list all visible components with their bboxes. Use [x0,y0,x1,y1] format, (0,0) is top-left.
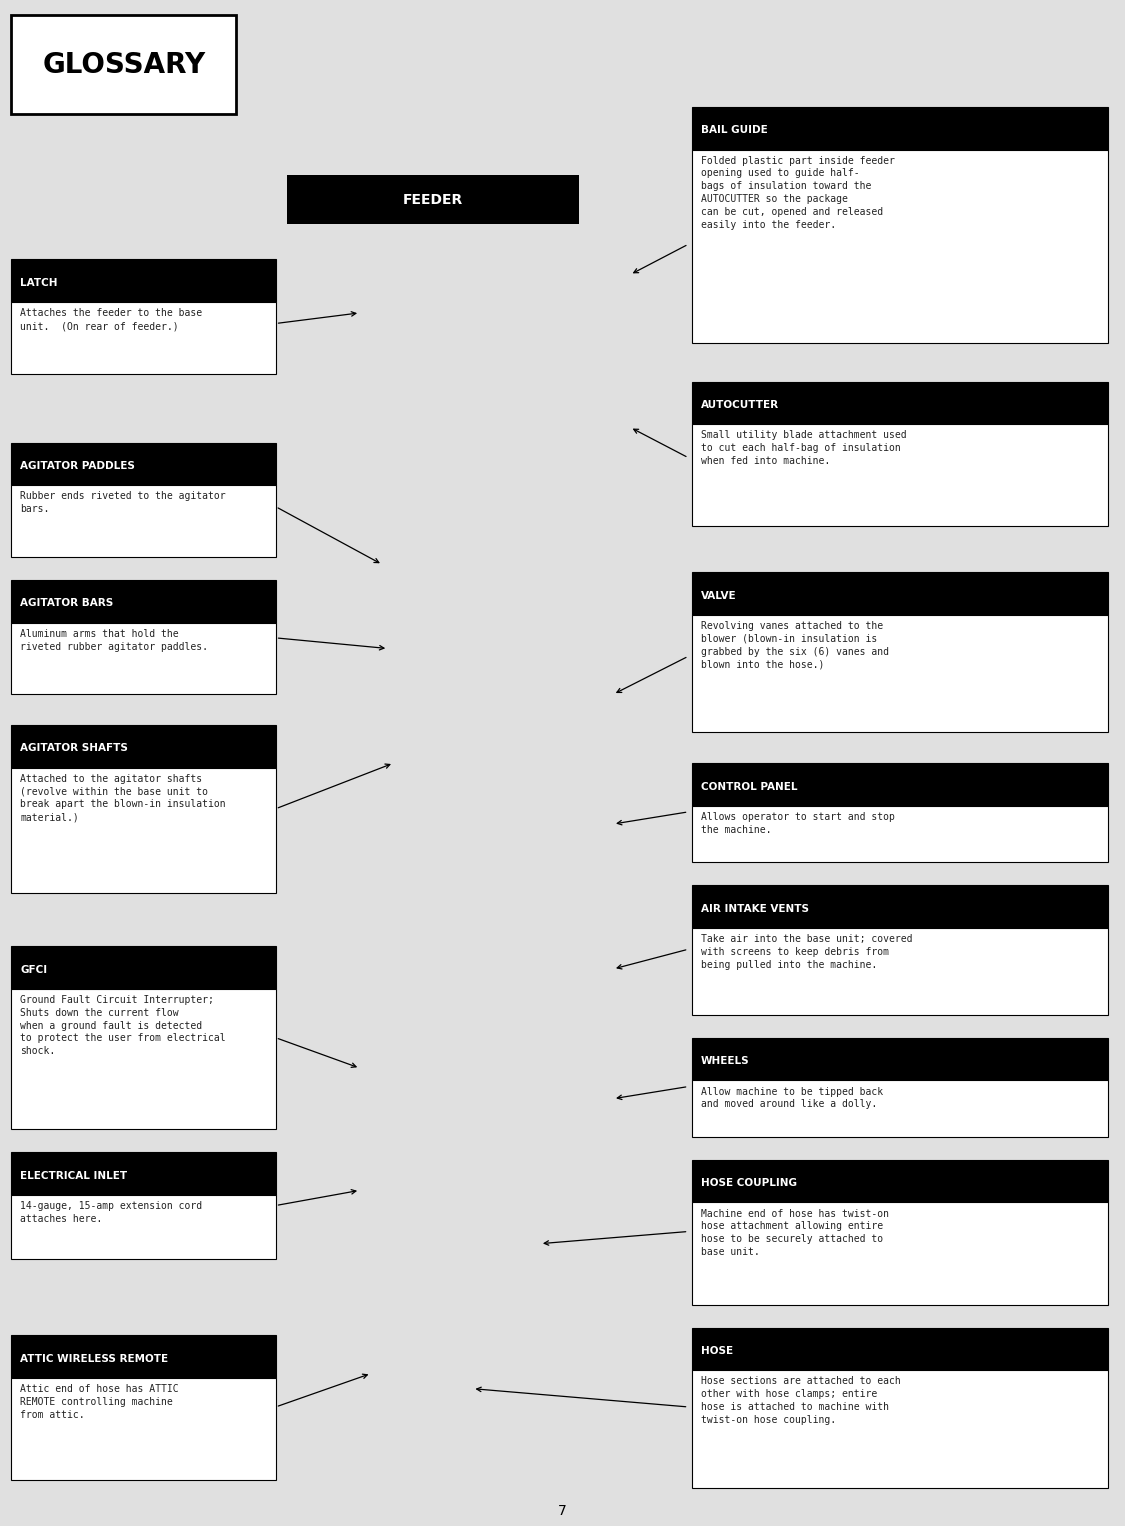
FancyBboxPatch shape [692,615,1108,732]
Text: 7: 7 [558,1505,567,1518]
FancyBboxPatch shape [11,768,276,893]
Text: VALVE: VALVE [701,591,737,601]
Text: HOSE: HOSE [701,1346,734,1357]
Text: Ground Fault Circuit Interrupter;
Shuts down the current flow
when a ground faul: Ground Fault Circuit Interrupter; Shuts … [20,995,226,1056]
FancyBboxPatch shape [11,259,276,302]
FancyBboxPatch shape [692,1370,1108,1488]
Text: WHEELS: WHEELS [701,1056,749,1067]
Text: GFCI: GFCI [20,964,47,975]
Text: AUTOCUTTER: AUTOCUTTER [701,400,778,410]
FancyBboxPatch shape [692,1328,1108,1370]
Text: Allow machine to be tipped back
and moved around like a dolly.: Allow machine to be tipped back and move… [701,1087,883,1109]
FancyBboxPatch shape [11,485,276,557]
Text: AGITATOR SHAFTS: AGITATOR SHAFTS [20,743,128,754]
FancyBboxPatch shape [692,885,1108,928]
Text: AGITATOR BARS: AGITATOR BARS [20,598,114,609]
FancyBboxPatch shape [692,806,1108,862]
FancyBboxPatch shape [11,15,236,114]
FancyBboxPatch shape [11,1378,276,1480]
FancyBboxPatch shape [692,572,1108,615]
Text: Attached to the agitator shafts
(revolve within the base unit to
break apart the: Attached to the agitator shafts (revolve… [20,774,226,823]
FancyBboxPatch shape [692,763,1108,806]
Text: FEEDER: FEEDER [403,192,464,208]
FancyBboxPatch shape [11,580,276,623]
FancyBboxPatch shape [692,150,1108,343]
Text: LATCH: LATCH [20,278,57,288]
Text: CONTROL PANEL: CONTROL PANEL [701,781,798,792]
FancyBboxPatch shape [11,443,276,485]
FancyBboxPatch shape [11,989,276,1129]
Text: ATTIC WIRELESS REMOTE: ATTIC WIRELESS REMOTE [20,1354,169,1364]
Text: AGITATOR PADDLES: AGITATOR PADDLES [20,461,135,472]
FancyBboxPatch shape [692,928,1108,1015]
FancyBboxPatch shape [11,1335,276,1378]
Text: Attaches the feeder to the base
unit.  (On rear of feeder.): Attaches the feeder to the base unit. (O… [20,308,202,331]
Text: Small utility blade attachment used
to cut each half-bag of insulation
when fed : Small utility blade attachment used to c… [701,430,907,465]
Text: Allows operator to start and stop
the machine.: Allows operator to start and stop the ma… [701,812,894,835]
FancyBboxPatch shape [11,725,276,768]
Text: Hose sections are attached to each
other with hose clamps; entire
hose is attach: Hose sections are attached to each other… [701,1376,901,1425]
FancyBboxPatch shape [692,1160,1108,1202]
Text: Rubber ends riveted to the agitator
bars.: Rubber ends riveted to the agitator bars… [20,491,226,514]
FancyBboxPatch shape [11,1195,276,1259]
Text: Folded plastic part inside feeder
opening used to guide half-
bags of insulation: Folded plastic part inside feeder openin… [701,156,894,229]
FancyBboxPatch shape [11,302,276,374]
Text: BAIL GUIDE: BAIL GUIDE [701,125,767,136]
FancyBboxPatch shape [11,946,276,989]
FancyBboxPatch shape [11,1152,276,1195]
FancyBboxPatch shape [692,1080,1108,1137]
FancyBboxPatch shape [11,623,276,694]
Text: AIR INTAKE VENTS: AIR INTAKE VENTS [701,903,809,914]
FancyBboxPatch shape [692,1038,1108,1080]
Text: Machine end of hose has twist-on
hose attachment allowing entire
hose to be secu: Machine end of hose has twist-on hose at… [701,1209,889,1257]
Text: GLOSSARY: GLOSSARY [42,50,206,79]
FancyBboxPatch shape [692,382,1108,424]
Text: Take air into the base unit; covered
with screens to keep debris from
being pull: Take air into the base unit; covered wit… [701,934,912,969]
Text: HOSE COUPLING: HOSE COUPLING [701,1178,796,1189]
FancyBboxPatch shape [692,1202,1108,1305]
FancyBboxPatch shape [692,107,1108,150]
Text: 14-gauge, 15-amp extension cord
attaches here.: 14-gauge, 15-amp extension cord attaches… [20,1201,202,1224]
FancyBboxPatch shape [692,424,1108,526]
Text: Aluminum arms that hold the
riveted rubber agitator paddles.: Aluminum arms that hold the riveted rubb… [20,629,208,652]
FancyBboxPatch shape [248,92,686,1434]
Text: ELECTRICAL INLET: ELECTRICAL INLET [20,1170,127,1181]
Text: Attic end of hose has ATTIC
REMOTE controlling machine
from attic.: Attic end of hose has ATTIC REMOTE contr… [20,1384,179,1419]
FancyBboxPatch shape [287,175,579,224]
Text: Revolving vanes attached to the
blower (blown-in insulation is
grabbed by the si: Revolving vanes attached to the blower (… [701,621,889,670]
